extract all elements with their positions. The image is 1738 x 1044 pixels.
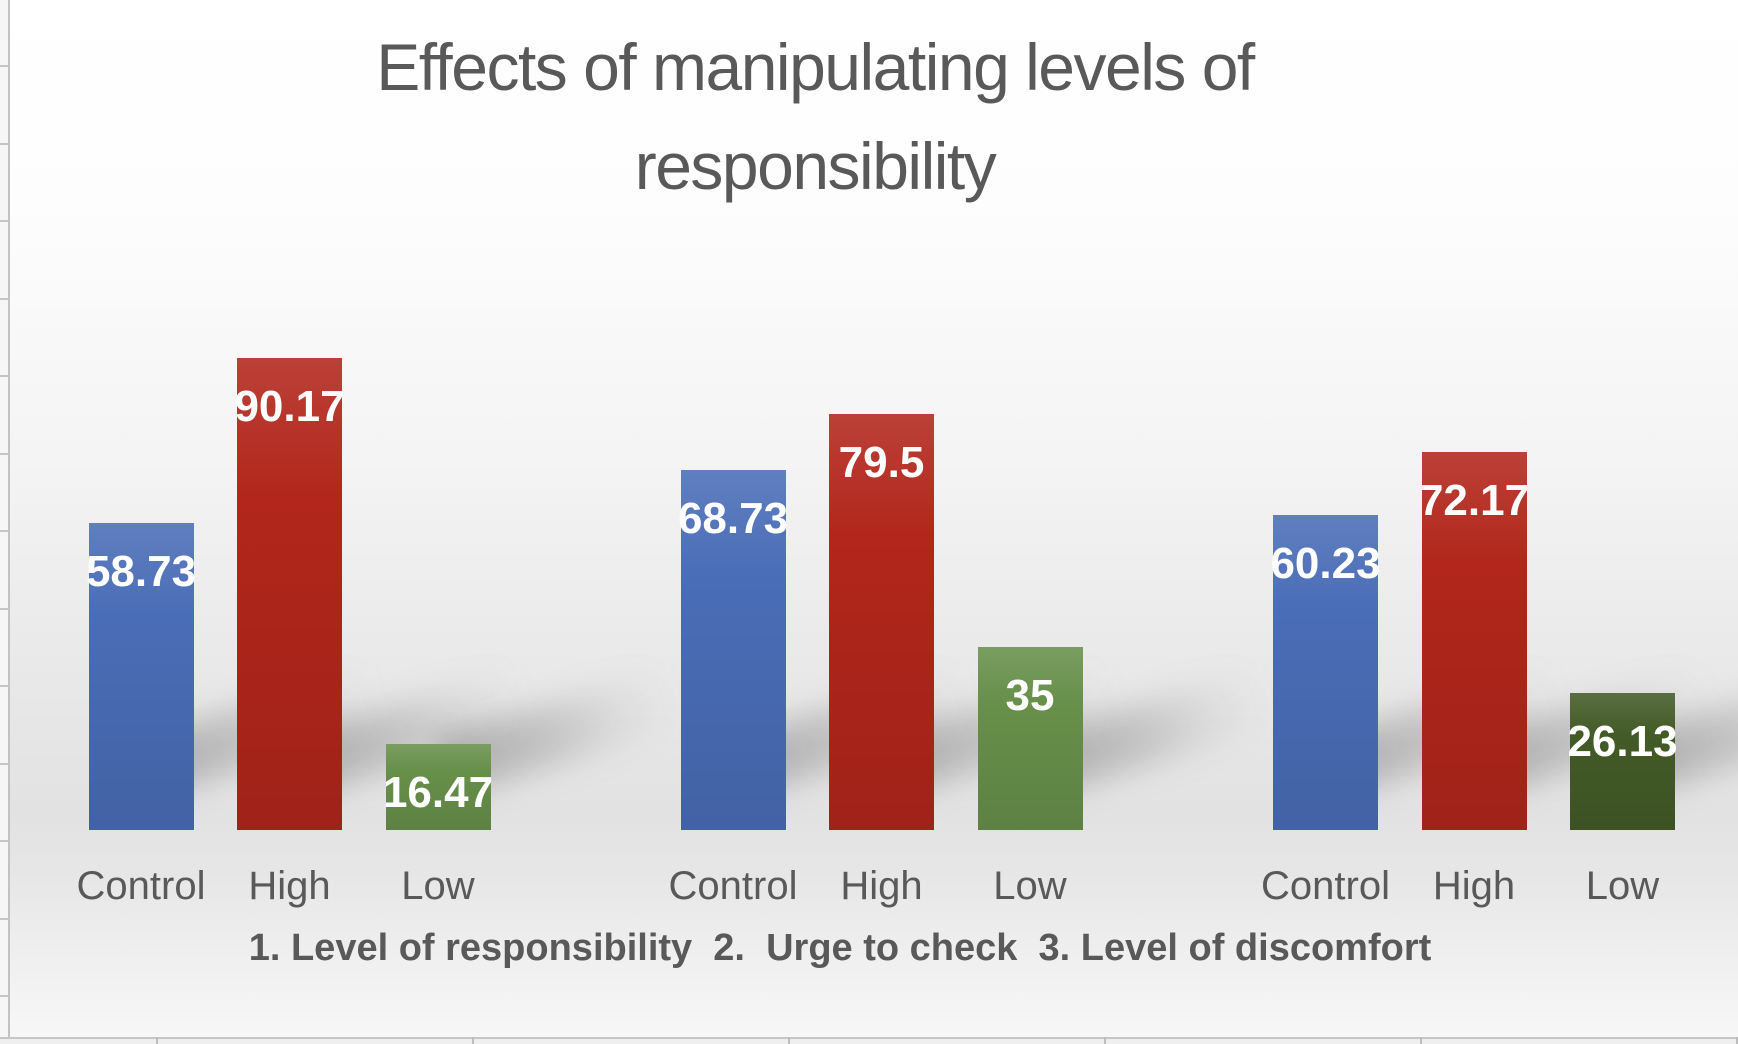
sheet-column-tick	[1104, 1037, 1106, 1044]
axis-category-label: Control	[76, 864, 206, 908]
sheet-row-tick	[0, 918, 9, 920]
sheet-column-tick	[472, 1037, 474, 1044]
bar-value-label: 58.73	[85, 547, 197, 596]
bar-value-label: 16.47	[382, 768, 494, 817]
sheet-row-gridline	[0, 1037, 1738, 1039]
sheet-column-tick	[1420, 1037, 1422, 1044]
axis-category-label: High	[248, 864, 331, 908]
bar-value-label: 35	[1005, 671, 1055, 720]
axis-caption: 1. Level of responsibility 2. Urge to ch…	[248, 927, 1432, 969]
axis-category-label: Control	[1261, 864, 1390, 908]
sheet-row-tick	[0, 220, 9, 222]
bar-group2-high[interactable]: 79.5	[829, 414, 934, 830]
sheet-row-tick	[0, 65, 9, 67]
sheet-row-tick	[0, 995, 9, 997]
axis-category-label: Low	[1585, 864, 1660, 908]
sheet-row-tick	[0, 685, 9, 687]
sheet-row-tick	[0, 298, 9, 300]
axis-category-label: High	[1432, 864, 1516, 908]
bar-group2-control[interactable]: 68.73	[678, 470, 788, 830]
sheet-row-tick	[0, 763, 9, 765]
sheet-column-tick	[156, 1037, 158, 1044]
sheet-column-tick	[1736, 1037, 1738, 1044]
axis-category-label: High	[840, 864, 923, 908]
sheet-row-tick	[0, 608, 9, 610]
bar-group3-control[interactable]: 60.23	[1270, 515, 1381, 830]
bar-group1-low[interactable]: 16.47	[383, 744, 493, 830]
bar-value-label: 26.13	[1567, 717, 1678, 766]
chart-area[interactable]: Effects of manipulating levels of respon…	[10, 0, 1738, 1037]
bar-value-label: 72.17	[1418, 476, 1530, 525]
bar-value-label: 60.23	[1270, 539, 1381, 588]
bar-group1-high[interactable]: 90.17	[234, 358, 345, 830]
axis-category-label: Low	[401, 864, 475, 908]
bar-group3-low[interactable]: 26.13	[1567, 693, 1678, 830]
sheet-bottom-row	[0, 1039, 1738, 1044]
bar-group1-control[interactable]: 58.73	[86, 523, 196, 830]
bar-group2-low[interactable]: 35	[977, 647, 1083, 830]
sheet-row-tick	[0, 375, 9, 377]
sheet-column-gridline	[8, 0, 10, 1039]
bar-value-label: 79.5	[838, 438, 925, 487]
sheet-row-tick	[0, 840, 9, 842]
sheet-row-tick	[0, 143, 9, 145]
sheet-column-tick	[788, 1037, 790, 1044]
plot-area: 58.73 Control 90.17 High 16.47 Low 68.73 Contro…	[10, 0, 1738, 1037]
axis-category-label: Low	[993, 864, 1067, 908]
sheet-row-tick	[0, 530, 9, 532]
axis-category-label: Control	[668, 864, 798, 908]
bar-value-label: 90.17	[234, 382, 345, 431]
chart-title: Effects of manipulating levels of respon…	[376, 30, 1255, 203]
sheet-row-tick	[0, 453, 9, 455]
bar-group3-high[interactable]: 72.17	[1419, 452, 1529, 830]
bar-value-label: 68.73	[677, 494, 789, 543]
